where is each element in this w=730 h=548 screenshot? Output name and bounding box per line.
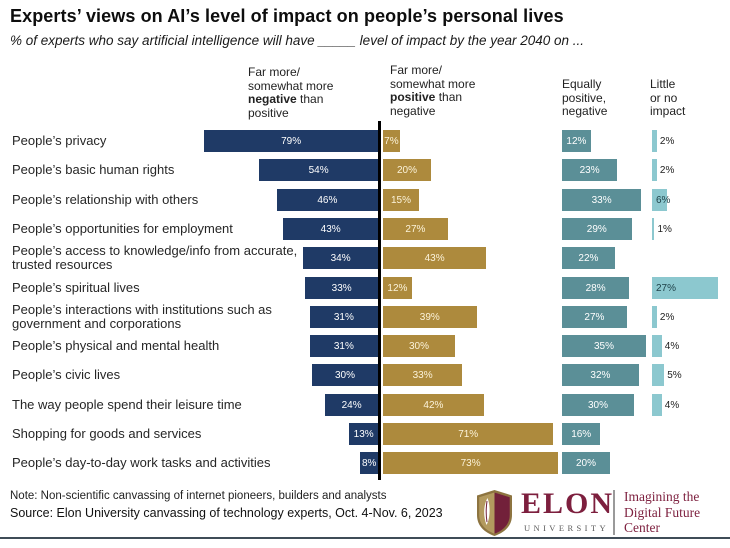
row-label: People’s relationship with others xyxy=(12,191,199,207)
column-header-little: Little or no impact xyxy=(650,77,686,118)
bar-value-label: 4% xyxy=(664,340,680,352)
bar-equal: 16% xyxy=(562,423,601,445)
bar-negative: 43% xyxy=(283,218,378,240)
bar-negative: 31% xyxy=(309,306,378,328)
column-header-negative: Far more/ somewhat more negative than po… xyxy=(248,65,368,120)
bar-positive: 20% xyxy=(383,159,431,181)
bar-value-label: 2% xyxy=(659,311,675,323)
column-header-positive: Far more/ somewhat more positive than ne… xyxy=(390,63,515,118)
bar-positive: 43% xyxy=(383,247,487,269)
row-label: The way people spend their leisure time xyxy=(12,396,242,412)
bar-value-label: 2% xyxy=(659,164,675,176)
bar-positive: 42% xyxy=(383,394,484,416)
header-bold-word: negative xyxy=(248,92,297,106)
bar-negative: 54% xyxy=(259,159,378,181)
bar-negative: 8% xyxy=(360,452,378,474)
bar-little xyxy=(652,159,657,181)
bottom-rule xyxy=(0,537,730,539)
header-text: Far more/ somewhat more xyxy=(248,65,334,93)
bar-negative: 79% xyxy=(204,130,378,152)
bar-positive: 71% xyxy=(383,423,554,445)
bar-little xyxy=(652,130,657,152)
bar-value-label: 2% xyxy=(659,135,675,147)
bar-positive: 7% xyxy=(383,130,400,152)
bar-equal: 32% xyxy=(562,364,639,386)
header-text: Far more/ somewhat more xyxy=(390,63,476,91)
column-header-equal: Equally positive, negative xyxy=(562,77,608,118)
row-label: Shopping for goods and services xyxy=(12,425,202,441)
logo-university-text: UNIVERSITY xyxy=(524,523,609,533)
page-title: Experts’ views on AI’s level of impact o… xyxy=(10,6,564,26)
row-label: People’s opportunities for employment xyxy=(12,220,233,236)
bar-little: 6% xyxy=(652,189,670,211)
bar-negative: 13% xyxy=(349,423,378,445)
bar-equal: 28% xyxy=(562,277,630,299)
bar-equal: 27% xyxy=(562,306,627,328)
header-text: than positive xyxy=(248,92,324,120)
bar-negative: 30% xyxy=(312,364,378,386)
bar-little xyxy=(652,218,655,240)
row-label: People’s interactions with institutions … xyxy=(12,301,272,331)
bar-negative: 34% xyxy=(303,247,378,269)
row-label: People’s privacy xyxy=(12,132,107,148)
row-label: People’s day-to-day work tasks and activ… xyxy=(12,454,271,470)
bar-value-label: 4% xyxy=(664,399,680,411)
bar-value-label: 5% xyxy=(667,369,682,381)
bar-equal: 22% xyxy=(562,247,615,269)
bar-equal: 30% xyxy=(562,394,634,416)
logo-wordmark: ELON xyxy=(521,487,615,520)
bar-equal: 33% xyxy=(562,189,642,211)
bar-equal: 35% xyxy=(562,335,646,357)
logo-tagline: Imagining the Digital Future Center xyxy=(624,489,701,535)
bar-little xyxy=(652,394,662,416)
row-label: People’s civic lives xyxy=(12,366,121,382)
bar-negative: 46% xyxy=(276,189,378,211)
bar-negative: 31% xyxy=(309,335,378,357)
logo-divider xyxy=(613,490,615,535)
bar-little xyxy=(652,364,665,386)
bar-positive: 30% xyxy=(383,335,455,357)
page-subtitle: % of experts who say artificial intellig… xyxy=(10,33,585,48)
bar-equal: 29% xyxy=(562,218,632,240)
bar-positive: 15% xyxy=(383,189,419,211)
axis-line xyxy=(378,121,381,480)
bar-equal: 20% xyxy=(562,452,610,474)
bar-equal: 12% xyxy=(562,130,591,152)
row-label: People’s spiritual lives xyxy=(12,279,140,295)
bar-negative: 24% xyxy=(325,394,378,416)
note-text: Note: Non-scientific canvassing of inter… xyxy=(10,490,387,502)
row-label: People’s access to knowledge/info from a… xyxy=(12,242,298,272)
bar-negative: 33% xyxy=(305,277,378,299)
bar-positive: 33% xyxy=(383,364,463,386)
bar-positive: 39% xyxy=(383,306,477,328)
bar-equal: 23% xyxy=(562,159,618,181)
bar-positive: 73% xyxy=(383,452,559,474)
header-text: than negative xyxy=(390,90,463,118)
bar-little: 27% xyxy=(652,277,719,299)
bar-little xyxy=(652,306,657,328)
bar-little xyxy=(652,335,662,357)
header-bold-word: positive xyxy=(390,90,436,104)
bar-positive: 12% xyxy=(383,277,412,299)
row-label: People’s physical and mental health xyxy=(12,337,220,353)
bar-positive: 27% xyxy=(383,218,448,240)
elon-shield-icon xyxy=(477,490,512,536)
source-text: Source: Elon University canvassing of te… xyxy=(10,506,443,520)
bar-value-label: 1% xyxy=(657,223,672,235)
row-label: People’s basic human rights xyxy=(12,161,175,177)
